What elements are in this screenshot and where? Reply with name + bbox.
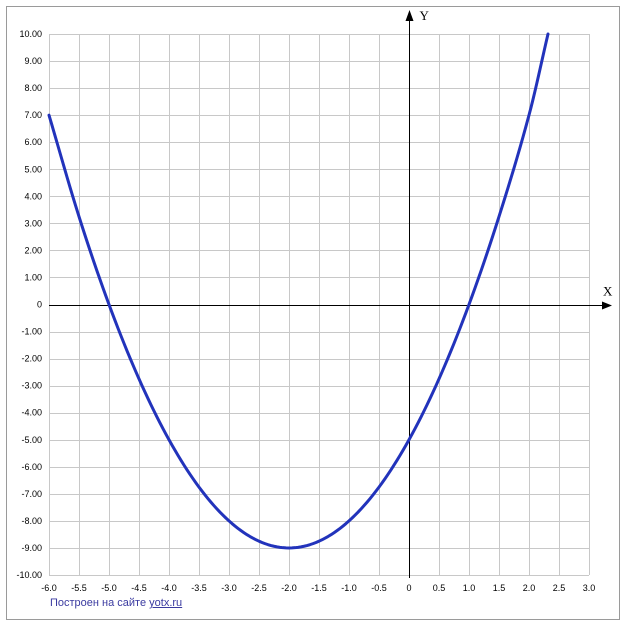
axes [49, 10, 612, 578]
series [47, 32, 550, 550]
series-curve [47, 32, 550, 550]
x-tick-label: -0.5 [371, 583, 387, 593]
y-tick-label: 4.00 [24, 191, 42, 201]
y-tick-label: 8.00 [24, 83, 42, 93]
x-tick-label: 3.0 [583, 583, 596, 593]
y-tick-label: 7.00 [24, 110, 42, 120]
x-tick-label: -5.0 [101, 583, 117, 593]
x-tick-label: -3.5 [191, 583, 207, 593]
grid [49, 34, 590, 576]
y-tick-label: 1.00 [24, 272, 42, 282]
y-tick-label: -4.00 [21, 408, 42, 418]
credit-footer: Построен на сайте yotx.ru [50, 597, 182, 609]
y-axis-label: Y [420, 8, 430, 23]
y-tick-label: -9.00 [21, 543, 42, 553]
y-tick-label: -6.00 [21, 462, 42, 472]
y-tick-label: 3.00 [24, 218, 42, 228]
y-tick-label: -2.00 [21, 354, 42, 364]
x-tick-label: 2.0 [523, 583, 536, 593]
x-axis-arrow-icon [602, 301, 612, 310]
y-tick-label: 6.00 [24, 137, 42, 147]
y-tick-label: 0 [37, 300, 42, 310]
y-tick-label: -8.00 [21, 516, 42, 526]
y-tick-label: -3.00 [21, 381, 42, 391]
x-tick-label: -2.5 [251, 583, 267, 593]
x-tick-label: -1.5 [311, 583, 327, 593]
y-axis-arrow-icon [405, 10, 414, 21]
x-tick-label: -5.5 [71, 583, 87, 593]
x-tick-label: 1.5 [493, 583, 506, 593]
x-tick-label: -4.0 [161, 583, 177, 593]
y-tick-label: 2.00 [24, 245, 42, 255]
credit-text: Построен на сайте [50, 597, 150, 609]
y-tick-label: -7.00 [21, 489, 42, 499]
y-tick-label: -5.00 [21, 435, 42, 445]
x-axis-label: X [603, 284, 613, 299]
x-tick-label: -3.0 [221, 583, 237, 593]
x-tick-label: -4.5 [131, 583, 147, 593]
x-tick-label: 0 [406, 583, 411, 593]
y-tick-label: -1.00 [21, 327, 42, 337]
y-tick-label: -10.00 [16, 570, 42, 580]
x-tick-label: 0.5 [433, 583, 446, 593]
x-tick-label: -6.0 [41, 583, 57, 593]
credit-link[interactable]: yotx.ru [149, 597, 183, 609]
x-tick-label: 2.5 [553, 583, 566, 593]
y-tick-label: 9.00 [24, 56, 42, 66]
x-tick-label: -1.0 [341, 583, 357, 593]
chart-frame [6, 6, 620, 620]
x-tick-label: -2.0 [281, 583, 297, 593]
y-tick-label: 10.00 [19, 29, 42, 39]
x-tick-label: 1.0 [463, 583, 476, 593]
y-tick-label: 5.00 [24, 164, 42, 174]
tick-labels: -6.0 -5.5 -5.0 -4.5 -4.0 -3.5 -3.0 -2.5 -2.0 -1.5… [16, 29, 595, 593]
